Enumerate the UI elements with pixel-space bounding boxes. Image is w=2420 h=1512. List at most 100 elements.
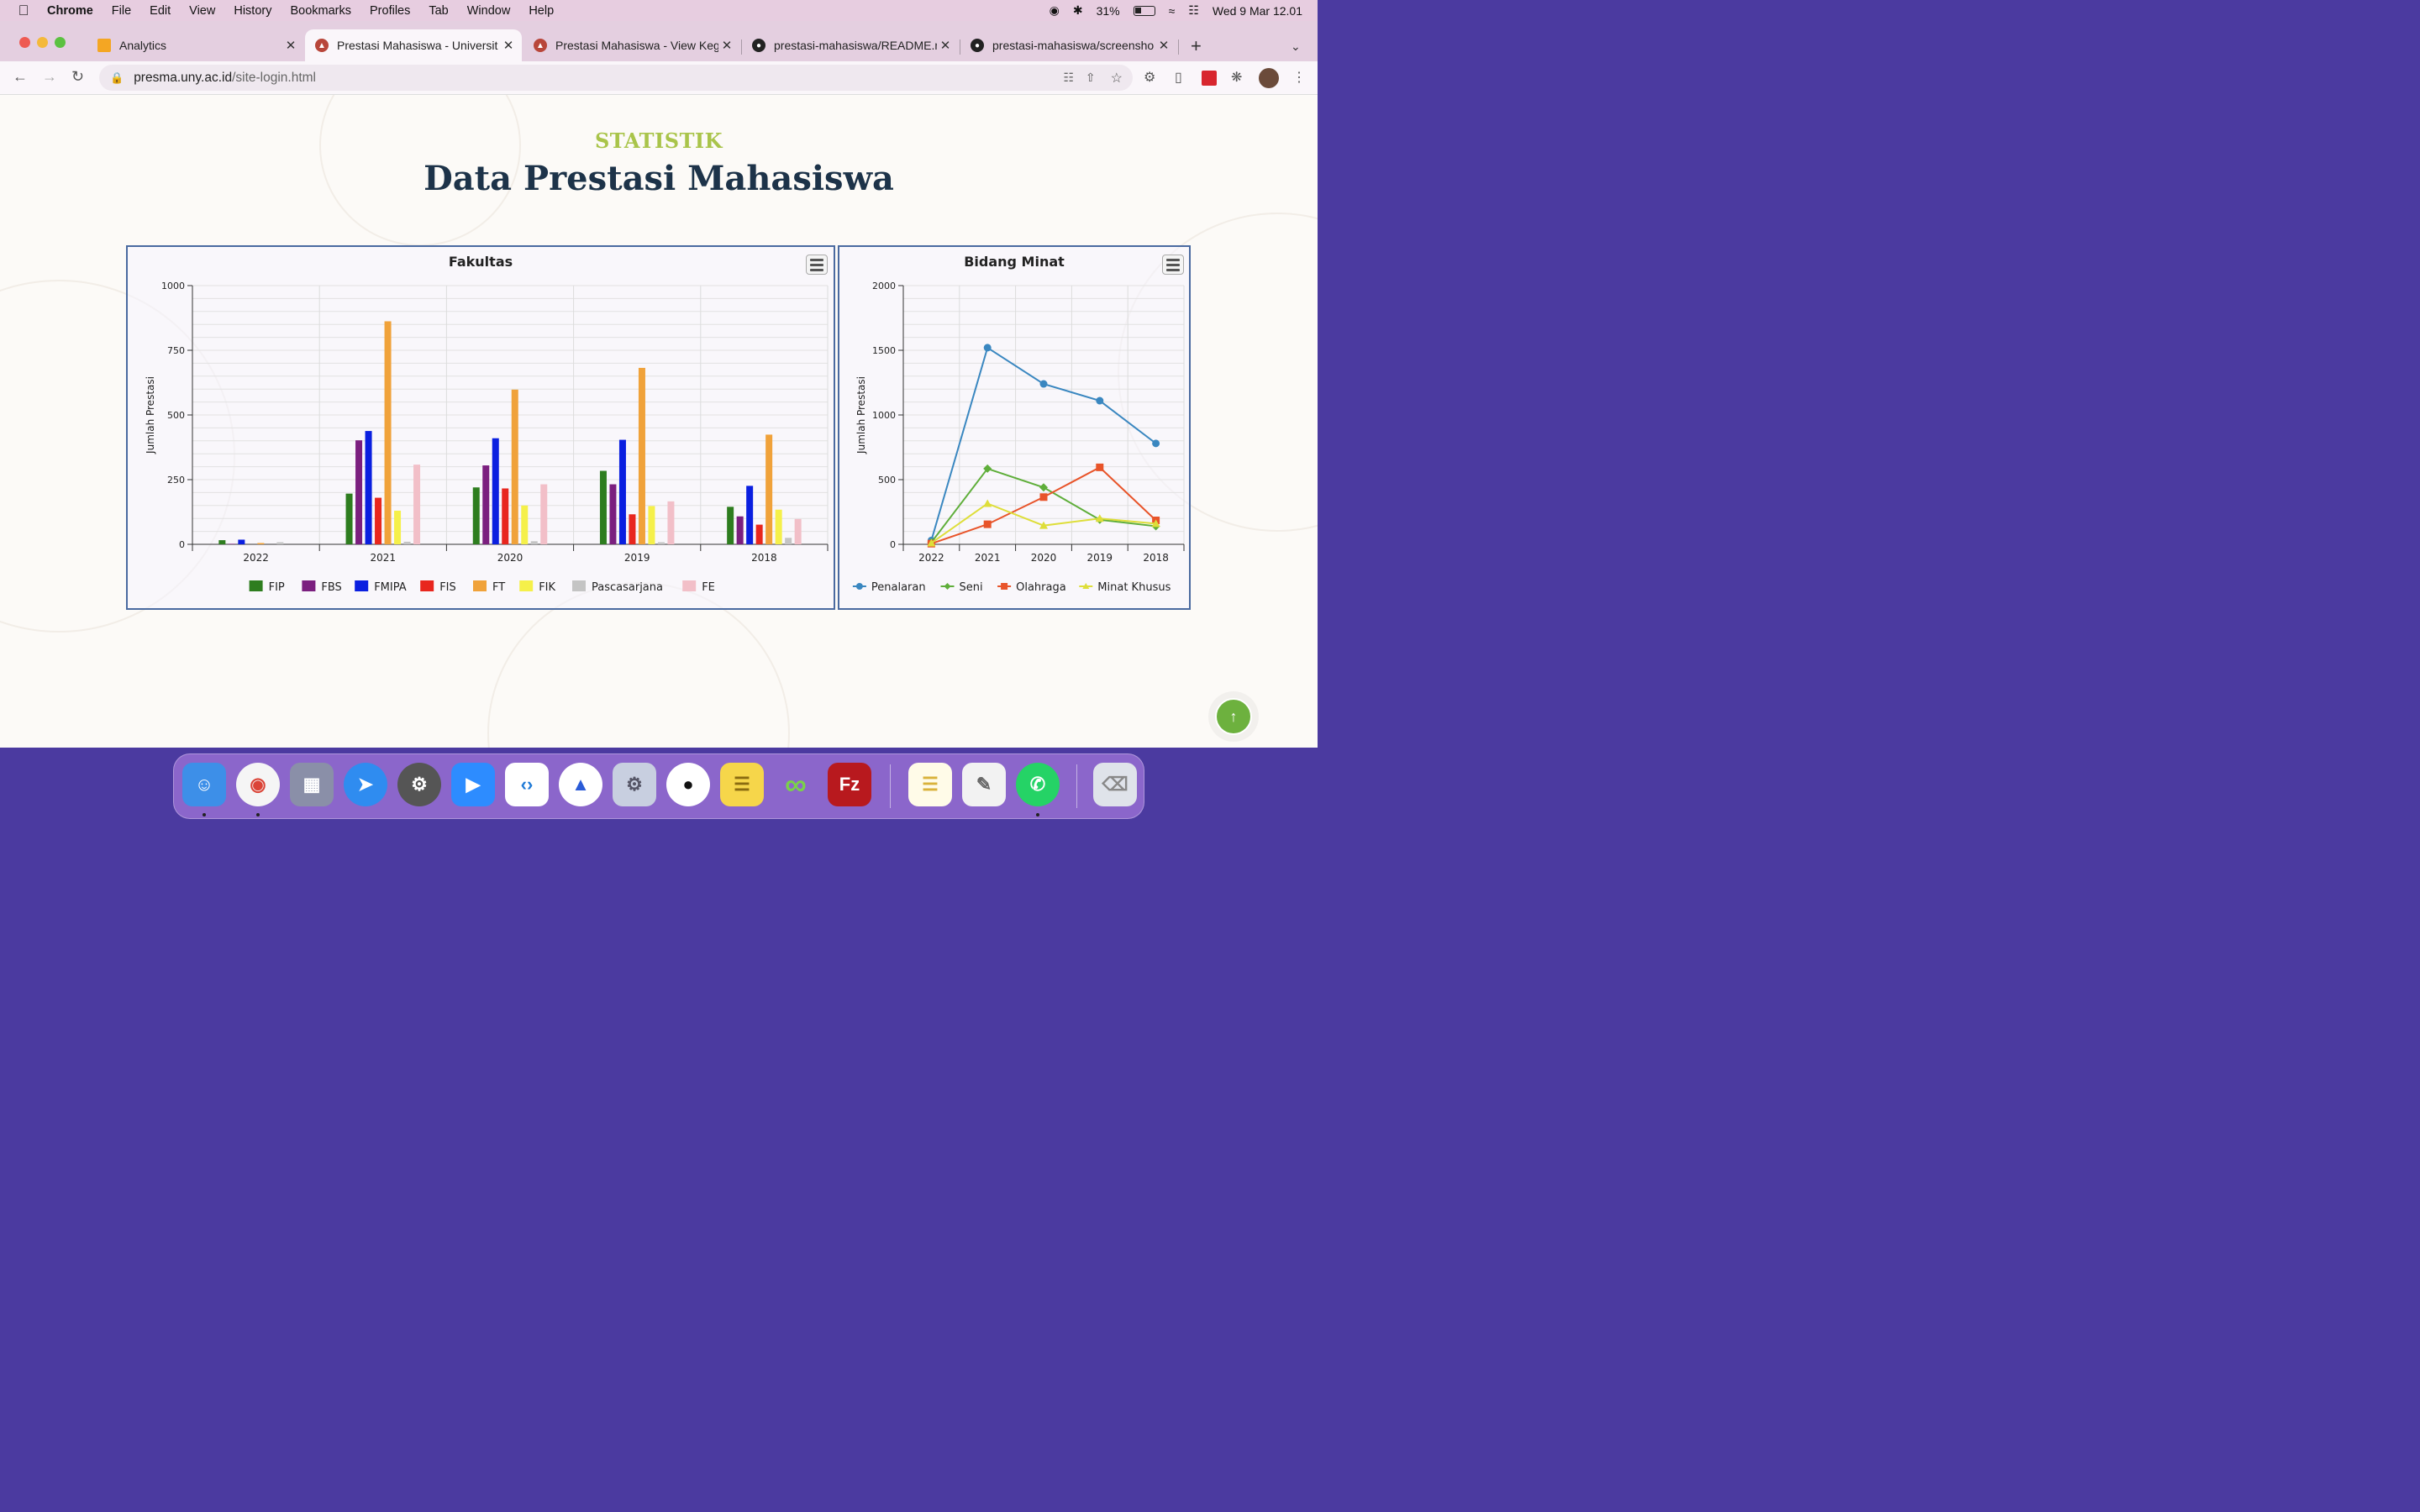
extension-incognito-icon[interactable]: ⚙ xyxy=(1144,71,1156,85)
safari-icon[interactable]: ➤ xyxy=(344,763,387,806)
reload-icon[interactable]: ↻ xyxy=(71,68,85,85)
creative-cloud-icon[interactable]: ◉ xyxy=(1049,3,1060,17)
lock-icon[interactable]: 🔒 xyxy=(110,71,124,84)
minimize-window-button[interactable] xyxy=(37,37,48,48)
extension-red-icon[interactable] xyxy=(1202,71,1217,86)
control-center-icon[interactable]: ☷ xyxy=(1188,3,1199,17)
close-tab-icon[interactable]: ✕ xyxy=(721,39,733,53)
launchpad-icon[interactable]: ▦ xyxy=(290,763,334,806)
menu-view[interactable]: View xyxy=(189,3,216,18)
scroll-to-top-button[interactable]: ↑ xyxy=(1215,698,1252,735)
menu-history[interactable]: History xyxy=(234,3,272,18)
zoom-icon[interactable]: ▶ xyxy=(451,763,495,806)
close-tab-icon[interactable]: ✕ xyxy=(285,39,297,53)
chart-menu-button[interactable] xyxy=(1162,255,1184,275)
close-tab-icon[interactable]: ✕ xyxy=(502,39,514,53)
data-point-penalaran xyxy=(1096,396,1104,405)
x-tick-label: 2022 xyxy=(918,552,944,564)
zoom-window-button[interactable] xyxy=(55,37,66,48)
legend-label: FMIPA xyxy=(374,581,407,594)
webcam-app-icon[interactable]: ● xyxy=(666,763,710,806)
tab-search-chevron-icon[interactable]: ⌄ xyxy=(1291,39,1301,53)
dock-separator xyxy=(1076,764,1077,808)
tab-github-readme[interactable]: ● prestasi-mahasiswa/README.m ✕ xyxy=(742,29,959,61)
legend-marker xyxy=(1001,583,1008,590)
legend-label: FIS xyxy=(439,581,456,594)
y-axis-label: Jumlah Prestasi xyxy=(145,376,156,454)
profile-avatar[interactable] xyxy=(1259,68,1279,88)
bar-pascasarjana xyxy=(785,538,792,544)
bar-fmipa xyxy=(618,439,626,544)
forward-arrow-icon[interactable]: → xyxy=(42,68,57,85)
new-tab-icon[interactable]: + xyxy=(1191,35,1202,56)
stickies-icon[interactable]: ☰ xyxy=(720,763,764,806)
url-host: presma.uny.ac.id xyxy=(134,70,233,85)
bar-fmipa xyxy=(365,431,372,544)
address-bar[interactable]: 🔒 presma.uny.ac.id/site-login.html ☷ ⇧ ☆ xyxy=(99,65,1133,91)
device-icon[interactable]: ▯ xyxy=(1175,71,1182,85)
legend-label: FT xyxy=(492,581,505,594)
close-window-button[interactable] xyxy=(19,37,30,48)
android-studio-icon[interactable]: ▲ xyxy=(559,763,602,806)
clock[interactable]: Wed 9 Mar 12.01 xyxy=(1212,3,1302,18)
chart-menu-button[interactable] xyxy=(806,255,828,275)
system-preferences-icon[interactable]: ⚙ xyxy=(397,763,441,806)
bar-fbs xyxy=(736,516,744,544)
trash-icon[interactable]: ⌫ xyxy=(1093,763,1137,806)
gear-app-icon[interactable]: ⚙ xyxy=(613,763,656,806)
data-point-olahraga xyxy=(983,520,992,528)
tab-github-screenshot[interactable]: ● prestasi-mahasiswa/screensho ✕ xyxy=(960,29,1177,61)
battery-icon[interactable] xyxy=(1133,5,1155,16)
dock-separator xyxy=(890,764,891,808)
chrome-icon[interactable]: ◉ xyxy=(236,763,280,806)
close-tab-icon[interactable]: ✕ xyxy=(1158,39,1170,53)
menu-bookmarks[interactable]: Bookmarks xyxy=(290,3,351,18)
whatsapp-icon[interactable]: ✆ xyxy=(1016,763,1060,806)
bar-fe xyxy=(667,501,675,544)
menu-edit[interactable]: Edit xyxy=(150,3,171,18)
menu-tab[interactable]: Tab xyxy=(429,3,449,18)
tab-analytics[interactable]: Analytics ✕ xyxy=(87,29,304,61)
apple-icon[interactable]:  xyxy=(0,3,47,19)
back-arrow-icon[interactable]: ← xyxy=(13,68,28,85)
close-tab-icon[interactable]: ✕ xyxy=(939,39,951,53)
swirl-app-icon[interactable]: ∞ xyxy=(785,767,807,801)
menu-window[interactable]: Window xyxy=(466,3,511,18)
filezilla-icon[interactable]: Fz xyxy=(828,763,871,806)
bluetooth-icon[interactable]: ✱ xyxy=(1072,3,1083,17)
menu-profiles[interactable]: Profiles xyxy=(370,3,411,18)
tab-prestasi-view[interactable]: ▲ Prestasi Mahasiswa - View Keg ✕ xyxy=(523,29,740,61)
share-icon[interactable]: ⇧ xyxy=(1085,71,1096,84)
data-point-minat-khusus xyxy=(1095,514,1104,522)
y-tick-label: 750 xyxy=(167,345,185,356)
legend-label: Pascasarjana xyxy=(592,581,663,594)
notes-icon[interactable]: ☰ xyxy=(908,763,952,806)
tab-prestasi-active[interactable]: ▲ Prestasi Mahasiswa - Universit ✕ xyxy=(305,29,522,61)
vscode-icon[interactable]: ‹› xyxy=(505,763,549,806)
wifi-icon[interactable]: ≈ xyxy=(1168,3,1176,18)
tab-strip: Analytics ✕ ▲ Prestasi Mahasiswa - Unive… xyxy=(0,21,1318,61)
x-tick-label: 2018 xyxy=(1143,552,1169,564)
bookmark-star-icon[interactable]: ☆ xyxy=(1110,71,1123,86)
bar-fip xyxy=(599,470,607,544)
section-kicker: STATISTIK xyxy=(594,129,723,153)
browser-toolbar: ← → ↻ 🔒 presma.uny.ac.id/site-login.html… xyxy=(0,61,1318,95)
bar-pascasarjana xyxy=(403,541,411,544)
kebab-menu-icon[interactable]: ⋮ xyxy=(1292,71,1306,85)
menu-file[interactable]: File xyxy=(111,3,132,18)
extensions-puzzle-icon[interactable]: ❋ xyxy=(1231,71,1243,85)
legend-marker xyxy=(1082,583,1090,589)
finder-icon[interactable]: ☺ xyxy=(182,763,226,806)
translate-icon[interactable]: ☷ xyxy=(1063,71,1074,84)
textedit-icon[interactable]: ✎ xyxy=(962,763,1006,806)
page-title: Data Prestasi Mahasiswa xyxy=(424,159,894,198)
menu-app-name[interactable]: Chrome xyxy=(47,3,93,18)
y-tick-label: 2000 xyxy=(872,281,896,291)
battery-percent[interactable]: 31% xyxy=(1096,3,1120,18)
bar-fbs xyxy=(609,484,617,544)
legend-label: FIK xyxy=(539,581,555,594)
y-tick-label: 500 xyxy=(167,410,185,421)
menu-help[interactable]: Help xyxy=(529,3,555,18)
bar-fis xyxy=(502,488,509,544)
url-path: /site-login.html xyxy=(232,70,317,85)
